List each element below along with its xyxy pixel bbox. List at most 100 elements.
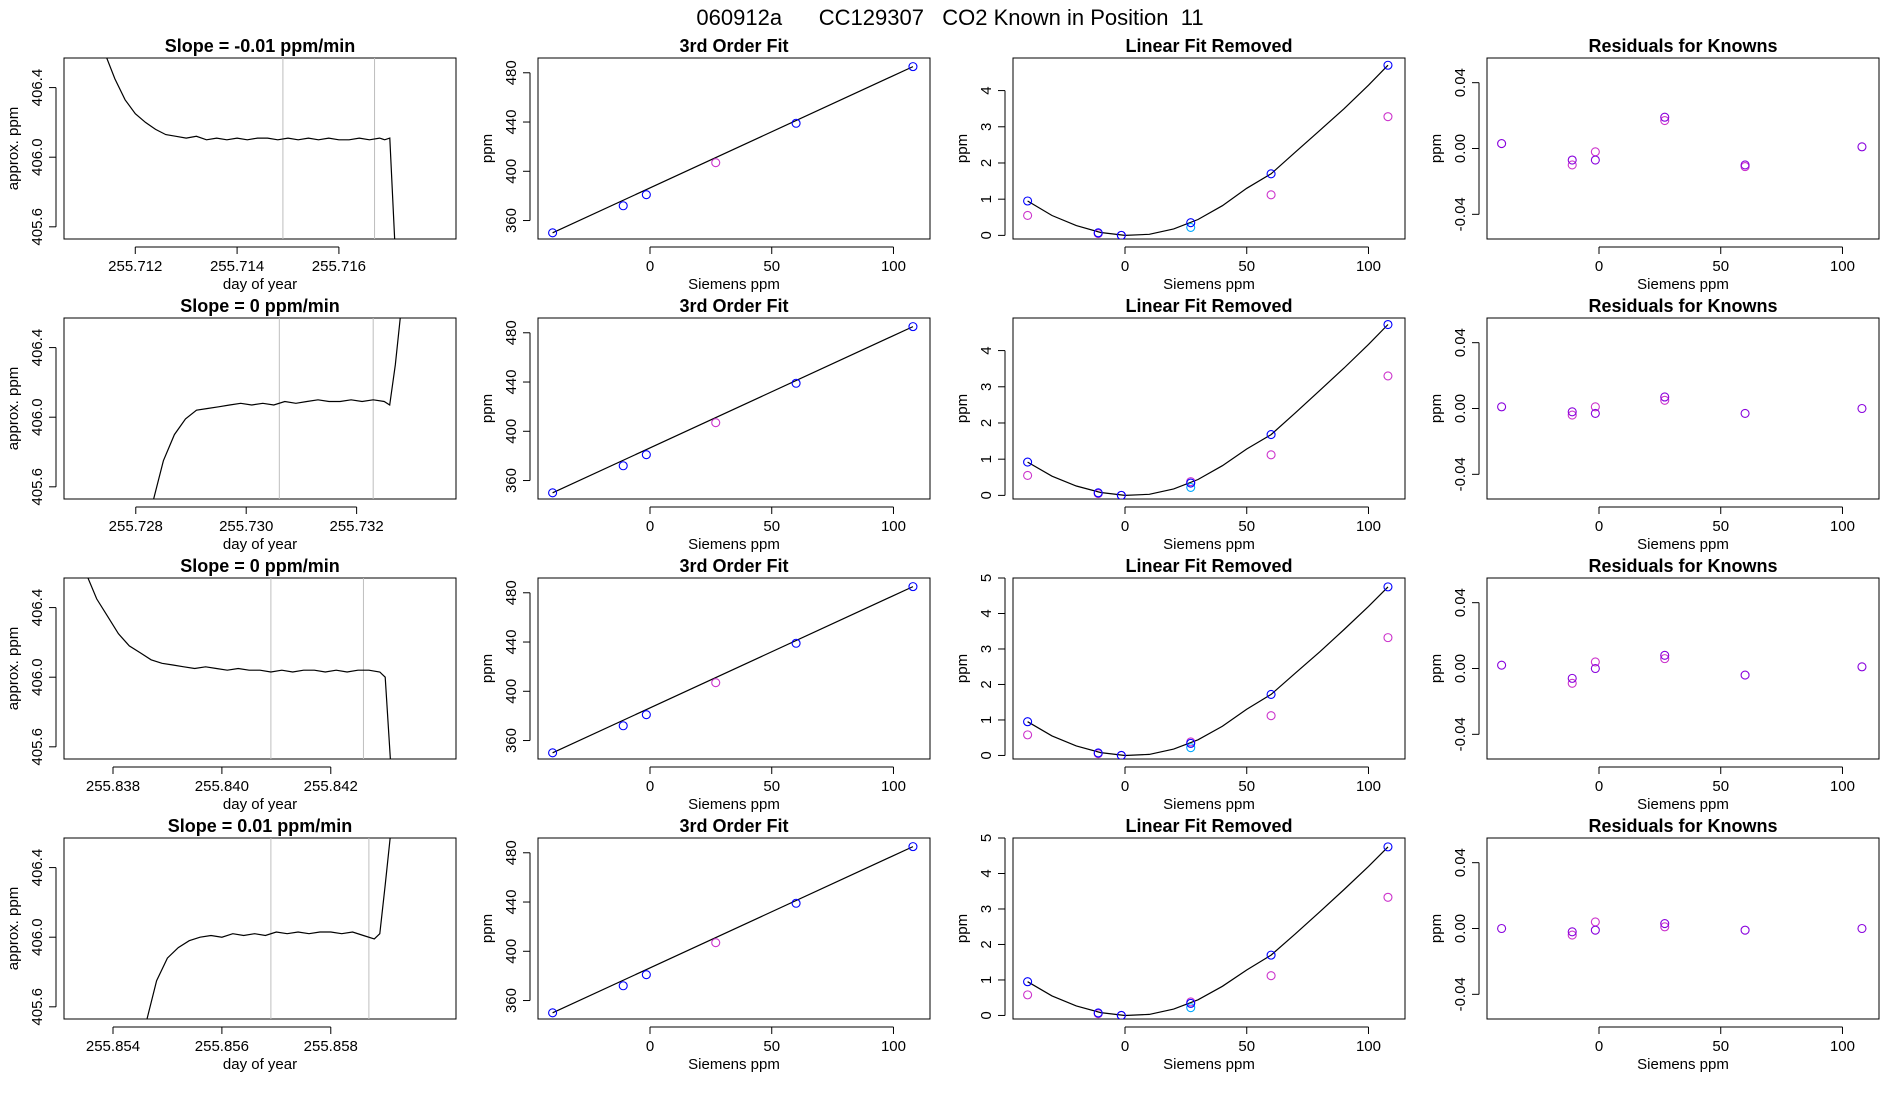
series-line <box>146 838 391 1019</box>
data-point <box>711 158 721 168</box>
y-tick-label: -0.04 <box>1452 197 1469 231</box>
plot-area <box>1023 582 1393 759</box>
residual-point-purple <box>1857 403 1867 414</box>
y-tick-label: 406.4 <box>29 69 46 107</box>
data-point-blue <box>1023 717 1033 727</box>
panel-time-row-4: Slope = 0.01 ppm/min 255.854 255.856 255.85… <box>5 816 457 1073</box>
y-tick-label: 440 <box>503 370 520 395</box>
x-tick-label: 0 <box>646 258 654 275</box>
data-point-magenta <box>1266 711 1276 721</box>
data-point-magenta <box>1023 730 1033 740</box>
data-point <box>548 228 558 238</box>
y-tick-label: 5 <box>978 834 995 842</box>
plot-area <box>106 58 396 239</box>
residual-point-purple <box>1740 925 1750 935</box>
residual-point-purple <box>1740 160 1750 170</box>
y-tick-label: 4 <box>978 609 995 617</box>
y-tick-label: 3 <box>978 645 995 653</box>
x-tick-label: 255.854 <box>86 1038 140 1055</box>
residual-point-purple <box>1660 650 1670 660</box>
panel-resid-row-2: Residuals for Knowns 0 50 100 Siemens ppm -0.… <box>1428 296 1880 553</box>
panel-linfit-row-2: Linear Fit Removed 0 50 100 Siemens ppm 0 1 2 3 4… <box>954 296 1406 553</box>
y-tick-label: 480 <box>503 840 520 865</box>
y-tick-label: 406.0 <box>29 658 46 696</box>
y-axis-label: approx. ppm <box>5 367 22 450</box>
y-tick-label: 400 <box>503 679 520 704</box>
x-axis-label: Siemens ppm <box>1163 276 1255 293</box>
data-point <box>791 118 801 128</box>
x-tick-label: 255.730 <box>219 518 273 535</box>
data-point <box>548 1008 558 1018</box>
panel-title: 3rd Order Fit <box>679 296 788 316</box>
series-line <box>106 58 396 239</box>
plot-frame <box>1012 837 1406 1020</box>
panel-title: 3rd Order Fit <box>679 556 788 576</box>
x-tick-label: 100 <box>1830 1038 1855 1055</box>
y-axis-label: approx. ppm <box>5 627 22 710</box>
data-point-magenta <box>1383 892 1393 902</box>
plot-area <box>548 322 918 498</box>
residual-point-purple <box>1567 927 1577 937</box>
y-tick-label: 3 <box>978 905 995 913</box>
y-axis-label: ppm <box>1428 134 1445 163</box>
panel-resid-row-4: Residuals for Knowns 0 50 100 Siemens ppm -0.… <box>1428 816 1880 1073</box>
x-tick-label: 50 <box>763 518 780 535</box>
panel-fit-row-4: 3rd Order Fit 0 50 100 Siemens ppm 360 400 440 4… <box>479 816 931 1073</box>
y-tick-label: 0 <box>978 751 995 759</box>
data-point <box>641 190 651 200</box>
y-tick-label: 0 <box>978 231 995 239</box>
y-axis-label: ppm <box>479 394 496 423</box>
residual-point-purple <box>1660 392 1670 402</box>
y-tick-label: 405.6 <box>29 208 46 246</box>
data-point-magenta <box>1266 971 1276 981</box>
x-tick-label: 100 <box>1830 518 1855 535</box>
data-point <box>641 970 651 980</box>
y-tick-label: 1 <box>978 195 995 203</box>
x-tick-label: 100 <box>1356 1038 1381 1055</box>
plot-frame <box>1012 317 1406 500</box>
x-tick-label: 255.728 <box>109 518 163 535</box>
plot-area <box>1497 392 1867 420</box>
data-point-blue <box>1023 196 1033 206</box>
y-tick-label: 400 <box>503 939 520 964</box>
x-axis-label: Siemens ppm <box>688 1056 780 1073</box>
x-axis-label: Siemens ppm <box>1163 796 1255 813</box>
x-tick-label: 0 <box>646 1038 654 1055</box>
data-point-blue <box>1186 218 1196 228</box>
data-point-blue <box>1093 1008 1103 1018</box>
panel-title: 3rd Order Fit <box>679 816 788 836</box>
plot-frame <box>1486 317 1880 500</box>
panel-title: Residuals for Knowns <box>1588 296 1777 316</box>
residual-point-purple <box>1740 670 1750 680</box>
panel-fit-row-3: 3rd Order Fit 0 50 100 Siemens ppm 360 400 440 4… <box>479 556 931 813</box>
x-tick-label: 100 <box>881 778 906 795</box>
data-point-blue <box>1266 950 1276 960</box>
residual-point-purple <box>1857 923 1867 934</box>
data-point <box>791 638 801 648</box>
x-tick-label: 0 <box>1595 258 1603 275</box>
residual-point-magenta <box>1590 657 1600 667</box>
y-axis-label: ppm <box>479 134 496 163</box>
x-axis-label: Siemens ppm <box>688 536 780 553</box>
data-point-cyan <box>1186 1003 1196 1013</box>
panel-time-row-3: Slope = 0 ppm/min 255.838 255.840 255.842 da… <box>5 556 457 813</box>
residual-point-magenta <box>1567 160 1577 170</box>
panel-title: Residuals for Knowns <box>1588 556 1777 576</box>
series-line <box>153 318 401 499</box>
data-point-cyan <box>1186 743 1196 753</box>
y-tick-label: 480 <box>503 580 520 605</box>
residual-point-purple <box>1567 155 1577 165</box>
y-tick-label: 405.6 <box>29 988 46 1026</box>
fit-curve <box>552 326 914 494</box>
data-point <box>641 710 651 720</box>
residual-point-magenta <box>1567 410 1577 420</box>
y-axis-label: ppm <box>479 654 496 683</box>
series-line <box>87 578 391 759</box>
plot-area <box>1023 60 1393 239</box>
fit-curve <box>552 846 914 1014</box>
data-point-blue <box>1186 478 1196 488</box>
residual-point-purple <box>1497 139 1507 149</box>
x-tick-label: 255.842 <box>304 778 358 795</box>
x-tick-label: 50 <box>1712 258 1729 275</box>
